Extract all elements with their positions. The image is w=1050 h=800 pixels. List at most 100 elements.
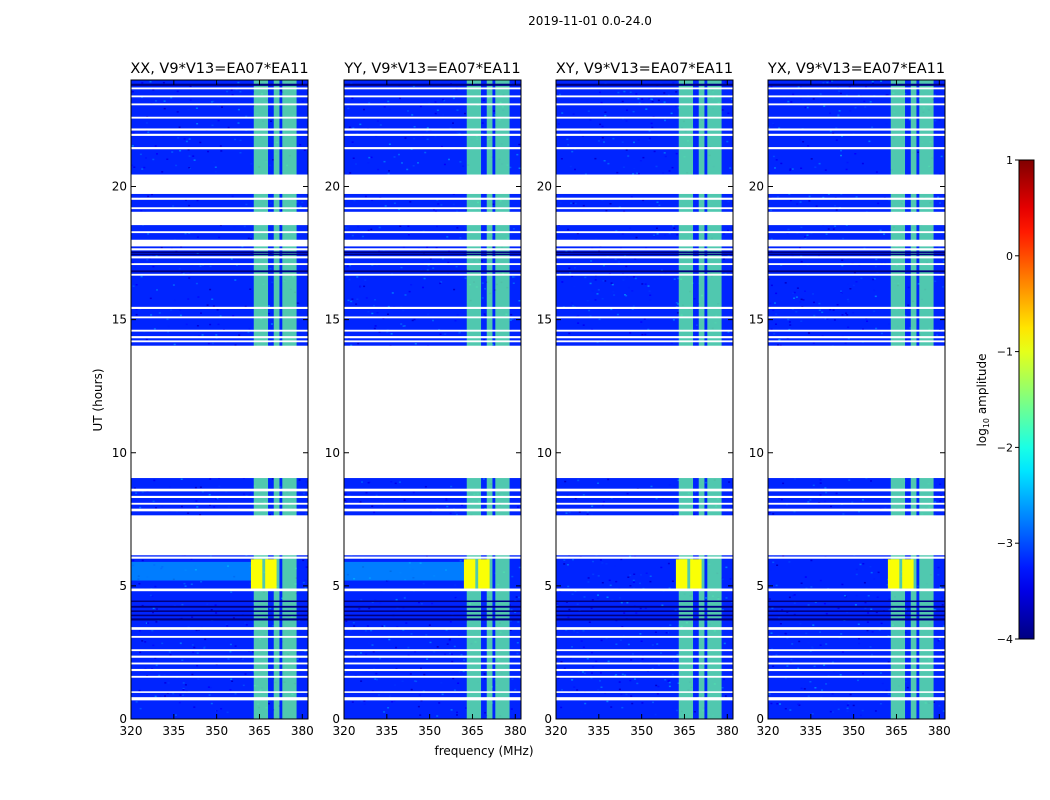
x-tick-label: 365: [248, 724, 271, 738]
noise-pixel: [634, 258, 637, 260]
noise-pixel: [147, 195, 150, 198]
noise-pixel: [665, 632, 668, 634]
noise-pixel: [597, 689, 600, 691]
noise-pixel: [825, 643, 828, 645]
dark-row: [768, 253, 945, 256]
noise-pixel: [625, 149, 628, 151]
noise-pixel: [832, 309, 835, 311]
noise-pixel: [640, 640, 643, 642]
noise-pixel: [196, 325, 199, 327]
noise-pixel: [436, 715, 439, 717]
noise-pixel: [629, 679, 632, 682]
noise-pixel: [618, 597, 621, 599]
noise-pixel: [586, 100, 589, 103]
noise-pixel: [600, 639, 603, 642]
flagged-row: [768, 635, 945, 638]
noise-pixel: [670, 112, 673, 115]
noise-pixel: [171, 151, 174, 153]
noise-pixel: [724, 81, 727, 83]
flagged-row: [556, 502, 733, 505]
noise-pixel: [203, 647, 206, 649]
flagged-row: [344, 668, 521, 672]
noise-pixel: [789, 324, 792, 326]
noise-pixel: [565, 629, 568, 631]
y-tick-label: 20: [325, 180, 340, 194]
noise-pixel: [373, 668, 376, 670]
noise-pixel: [810, 158, 813, 160]
noise-pixel: [804, 633, 807, 635]
strong-rfi-block: [265, 559, 277, 589]
noise-pixel: [179, 642, 182, 644]
noise-pixel: [577, 670, 580, 673]
noise-pixel: [247, 331, 250, 334]
noise-pixel: [134, 266, 137, 268]
noise-pixel: [649, 299, 652, 301]
noise-pixel: [271, 478, 274, 480]
noise-pixel: [219, 145, 222, 147]
noise-pixel: [635, 93, 638, 95]
noise-pixel: [865, 317, 868, 320]
noise-pixel: [348, 278, 351, 281]
noise-pixel: [582, 630, 585, 632]
noise-pixel: [237, 108, 240, 111]
noise-pixel: [671, 166, 674, 169]
noise-pixel: [443, 671, 446, 674]
noise-pixel: [239, 152, 242, 154]
flagged-row: [344, 103, 521, 106]
colorbar-label-amplitude: amplitude: [975, 354, 989, 418]
noise-pixel: [436, 225, 438, 228]
noise-pixel: [829, 308, 832, 311]
noise-pixel: [453, 689, 456, 691]
flagged-row: [344, 95, 521, 98]
flagged-row: [131, 697, 308, 701]
flagged-row: [344, 691, 521, 693]
noise-pixel: [879, 703, 882, 705]
noise-pixel: [942, 625, 945, 627]
noise-pixel: [404, 595, 407, 597]
noise-pixel: [281, 597, 283, 600]
noise-pixel: [597, 140, 600, 142]
noise-pixel: [592, 666, 595, 668]
noise-pixel: [586, 299, 589, 302]
noise-pixel: [417, 705, 420, 708]
flagged-row: [344, 508, 521, 512]
noise-pixel: [445, 499, 448, 501]
noise-pixel: [176, 90, 179, 93]
noise-pixel: [644, 607, 647, 610]
noise-pixel: [149, 594, 152, 597]
noise-pixel: [774, 302, 776, 304]
noise-pixel: [404, 137, 407, 139]
figure-title: 2019-11-01 0.0-24.0: [528, 14, 652, 28]
noise-pixel: [156, 153, 158, 155]
noise-pixel: [511, 575, 514, 578]
noise-pixel: [772, 122, 775, 125]
noise-pixel: [141, 491, 144, 493]
noise-pixel: [483, 313, 486, 315]
x-tick-label: 350: [630, 724, 653, 738]
panel-title: YX, V9*V13=EA07*EA11: [767, 61, 945, 77]
flagged-row: [556, 174, 733, 194]
flagged-row: [768, 207, 945, 210]
dark-row: [131, 618, 308, 621]
noise-pixel: [455, 265, 458, 268]
noise-pixel: [651, 644, 654, 646]
noise-pixel: [601, 199, 604, 201]
noise-pixel: [410, 688, 413, 691]
noise-pixel: [616, 313, 619, 316]
noise-pixel: [352, 127, 355, 129]
flagged-row: [556, 256, 733, 259]
noise-pixel: [516, 642, 519, 644]
noise-pixel: [371, 505, 374, 507]
x-tick-label: 320: [545, 724, 568, 738]
noise-pixel: [431, 602, 434, 605]
noise-pixel: [407, 646, 410, 649]
noise-pixel: [159, 695, 162, 698]
noise-pixel: [563, 559, 566, 561]
noise-pixel: [355, 163, 357, 165]
noise-pixel: [904, 680, 907, 683]
y-tick-label: 15: [749, 313, 764, 327]
noise-pixel: [219, 315, 222, 317]
noise-pixel: [138, 630, 141, 632]
noise-pixel: [344, 227, 347, 229]
